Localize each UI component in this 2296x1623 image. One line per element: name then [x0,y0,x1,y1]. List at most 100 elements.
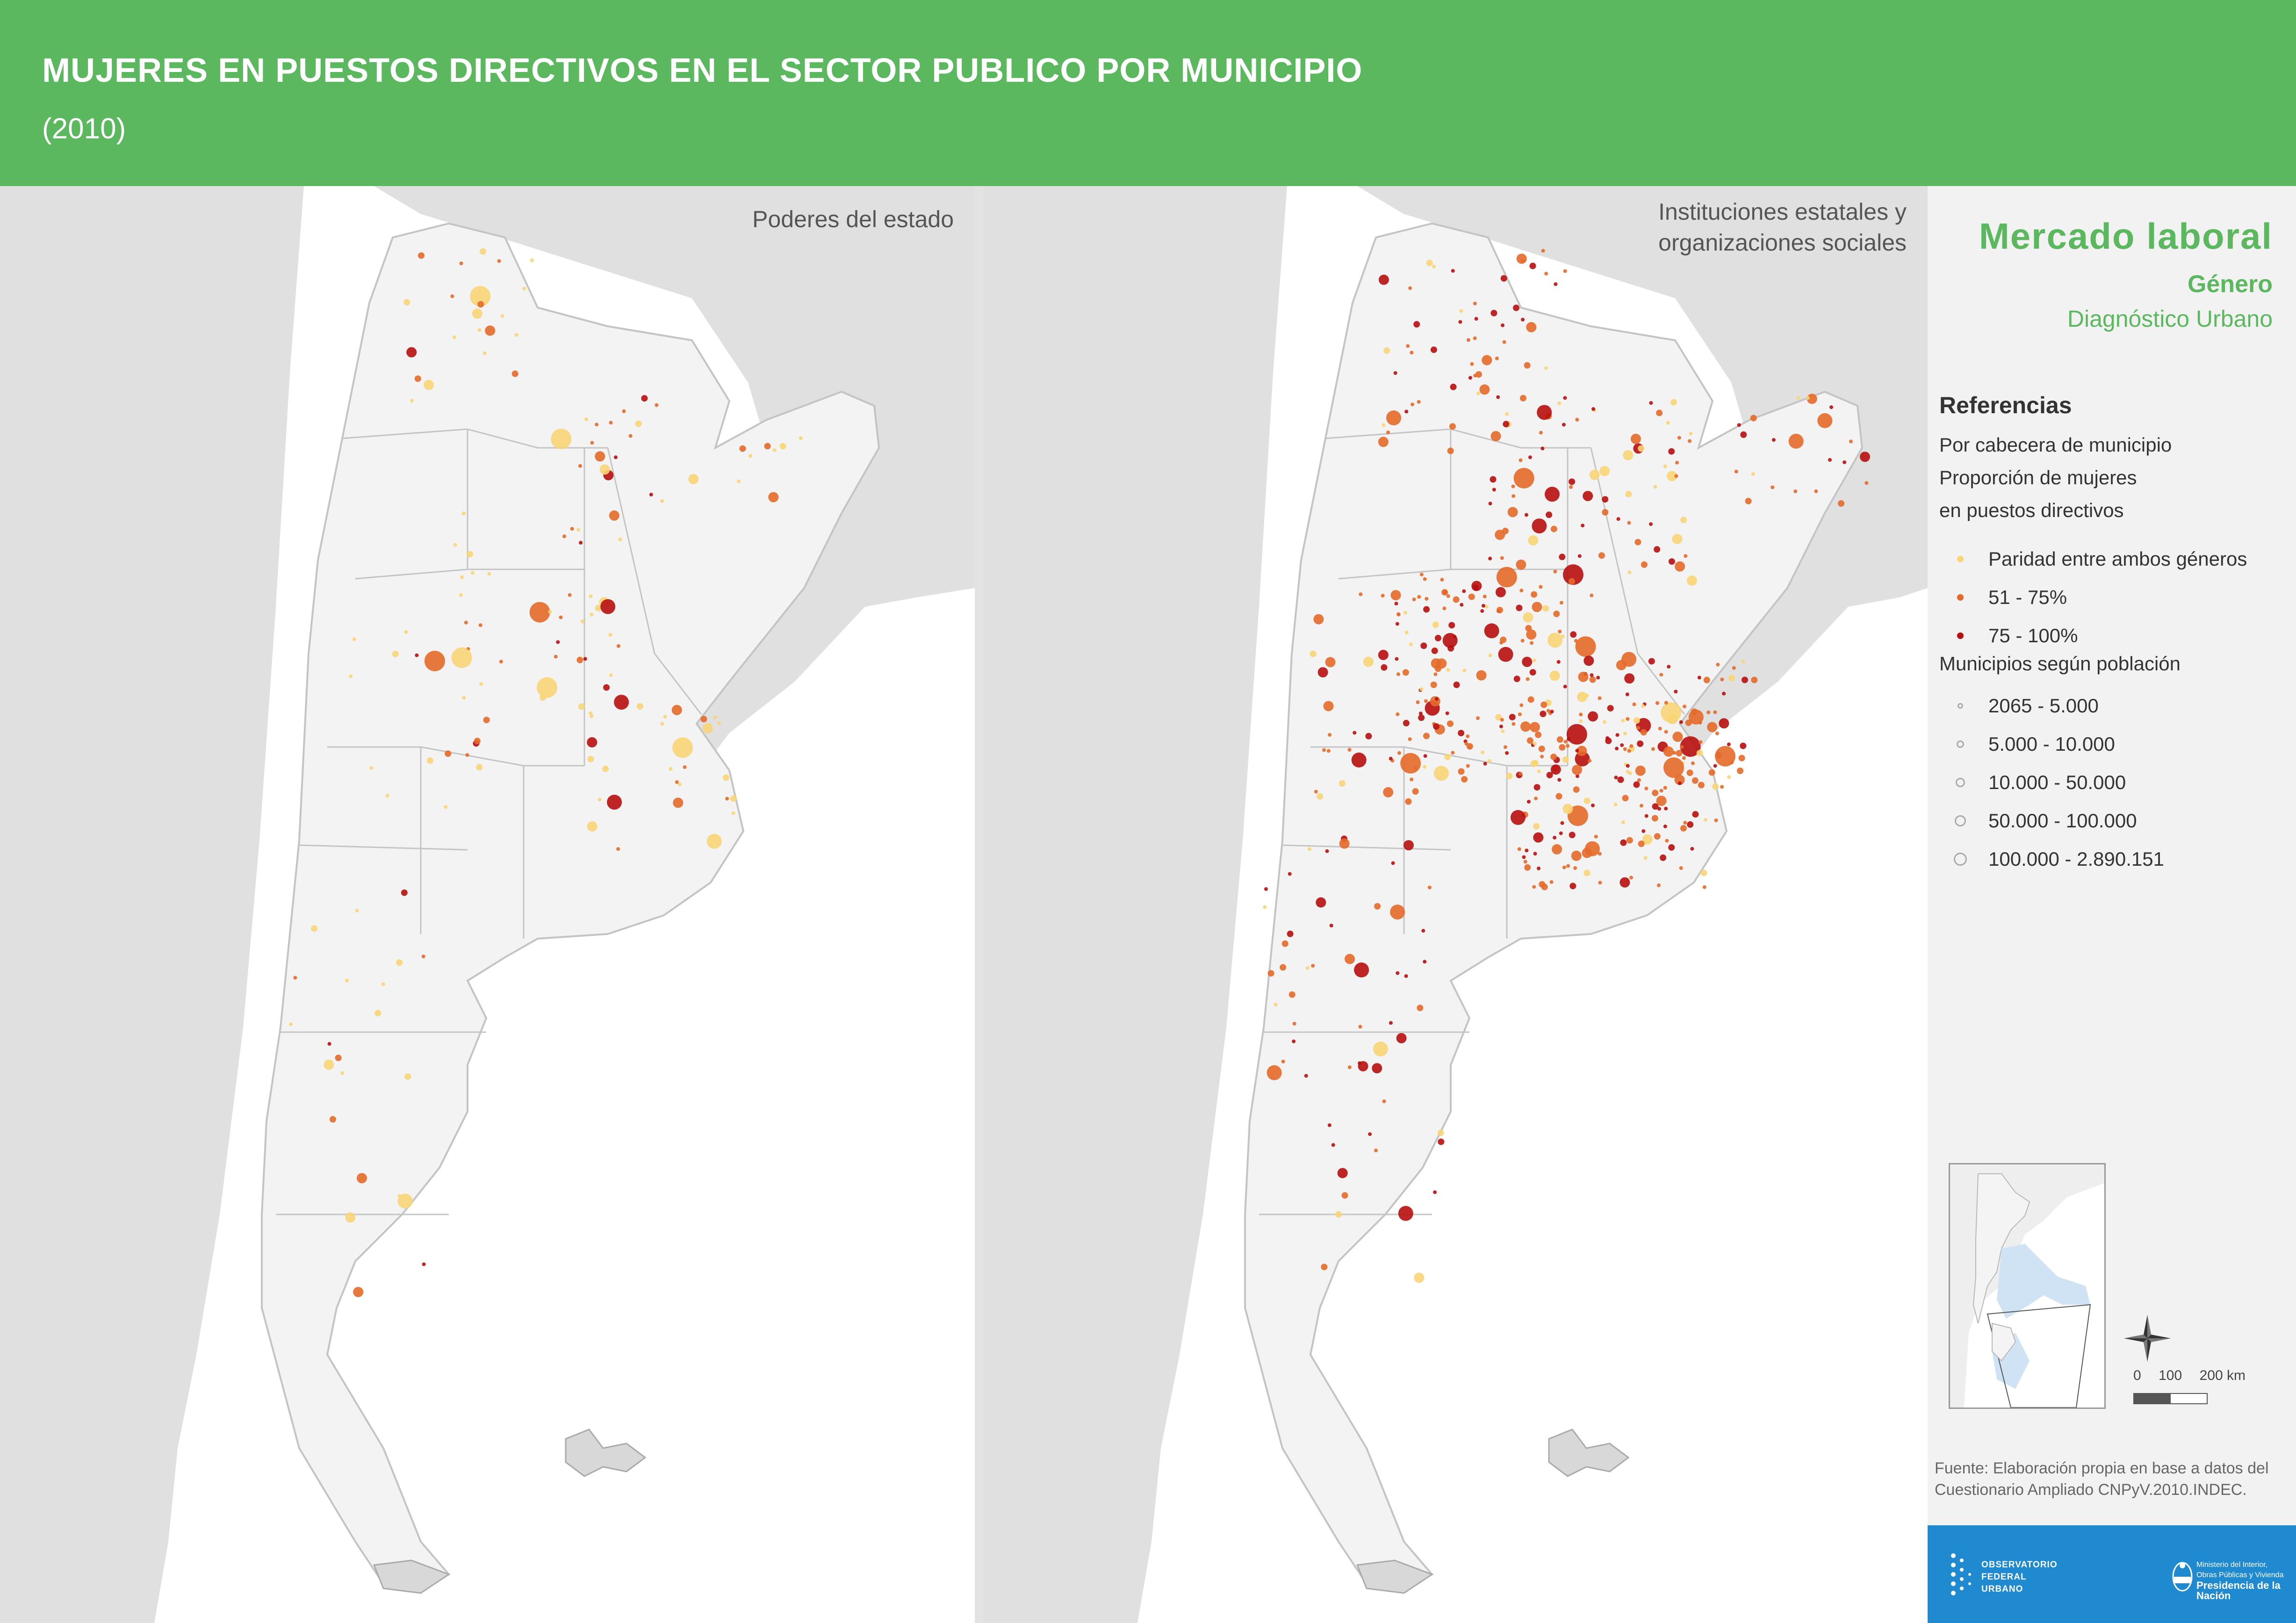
municipality-point [1476,716,1480,720]
municipality-point [1419,573,1424,577]
municipality-point [1396,712,1400,716]
municipality-point [1550,710,1554,714]
municipality-point [683,765,687,769]
municipality-point [1562,564,1583,585]
municipality-point [1526,677,1530,681]
municipality-point [1740,431,1747,438]
municipality-point [1570,631,1577,638]
municipality-point [1400,753,1421,774]
municipality-point [1374,903,1381,910]
municipality-point [1304,1074,1308,1078]
municipality-point [1643,856,1648,860]
municipality-point [1490,309,1497,316]
municipality-point [1625,491,1632,498]
municipality-point [1740,742,1747,749]
municipality-point [353,1287,364,1297]
municipality-point [1713,710,1717,714]
page-subtitle: (2010) [42,113,126,145]
municipality-point [1292,1021,1296,1026]
municipality-point [403,299,410,306]
municipality-point [616,847,620,851]
municipality-point [1482,355,1492,366]
municipality-point [675,780,679,784]
municipality-point [1655,701,1659,705]
municipality-point [1546,511,1553,518]
municipality-point [1496,395,1500,399]
municipality-point [415,653,419,657]
references-line-2: Proporción de mujeres [1939,467,2137,488]
municipality-point [578,703,585,710]
municipality-point [1716,662,1720,667]
municipality-point [452,335,456,339]
municipality-point [671,704,682,715]
municipality-point [1526,737,1533,744]
municipality-point [1660,854,1667,861]
municipality-point [1651,747,1655,751]
municipality-point [1490,431,1501,442]
municipality-point [1556,736,1563,743]
municipality-point [1617,776,1624,783]
municipality-point [1503,421,1510,428]
municipality-point [1838,500,1845,507]
municipality-point [1381,664,1388,671]
municipality-point [1591,407,1596,411]
panel-divider [975,186,983,1623]
municipality-point [595,451,605,462]
municipality-point [1540,446,1545,451]
municipality-point [1639,804,1643,808]
size-circle [1958,703,1963,709]
municipality-point [1316,897,1326,908]
municipality-point [1567,805,1588,826]
islands [373,1429,647,1594]
municipality-point [554,654,558,659]
municipality-point [1292,1039,1296,1043]
municipality-point [1656,796,1667,806]
municipality-point [514,333,518,337]
municipality-point [1497,607,1503,614]
municipality-point [1624,673,1635,684]
size-item-4: 50.000 - 100.000 [1946,807,2137,835]
municipality-point [345,1212,356,1223]
municipality-point [1448,622,1455,629]
municipality-point [590,441,594,445]
municipality-point [1421,929,1425,933]
municipality-point [1627,521,1631,525]
municipality-point [1829,405,1833,409]
municipality-point [497,259,501,263]
municipality-point [462,511,466,516]
map-instituciones-svg [983,186,1928,1623]
municipality-point [717,721,721,725]
municipality-point [385,794,389,798]
municipality-point [1699,740,1703,744]
municipality-point [1663,757,1684,778]
municipality-point [1462,589,1466,593]
municipality-point [1449,423,1456,430]
municipality-point [1688,439,1691,443]
municipality-point [597,797,602,802]
municipality-point [609,673,613,677]
source-line-2: Cuestionario Ampliado CNPyV.2010.INDEC. [1935,1481,2247,1499]
municipality-point [537,677,558,698]
municipality-point [1680,745,1684,749]
municipality-point [1404,610,1407,615]
municipality-point [1390,590,1401,601]
municipality-point [1550,525,1557,532]
municipality-point [1445,711,1449,715]
municipality-point [1649,522,1653,526]
municipality-point [589,594,593,598]
municipality-point [1378,650,1389,661]
municipality-point [589,711,593,715]
municipality-point [369,766,374,770]
municipality-point [1679,720,1683,724]
municipality-point [1583,869,1591,876]
municipality-point [1476,391,1480,395]
municipality-point [1688,710,1704,725]
municipality-point [1622,795,1629,802]
municipality-point [599,464,610,475]
municipality-point [1788,433,1804,449]
municipality-point [1633,717,1640,724]
municipality-point [1538,746,1545,752]
municipality-point [1579,712,1583,717]
municipality-point [470,571,475,575]
municipality-point [1672,732,1683,742]
